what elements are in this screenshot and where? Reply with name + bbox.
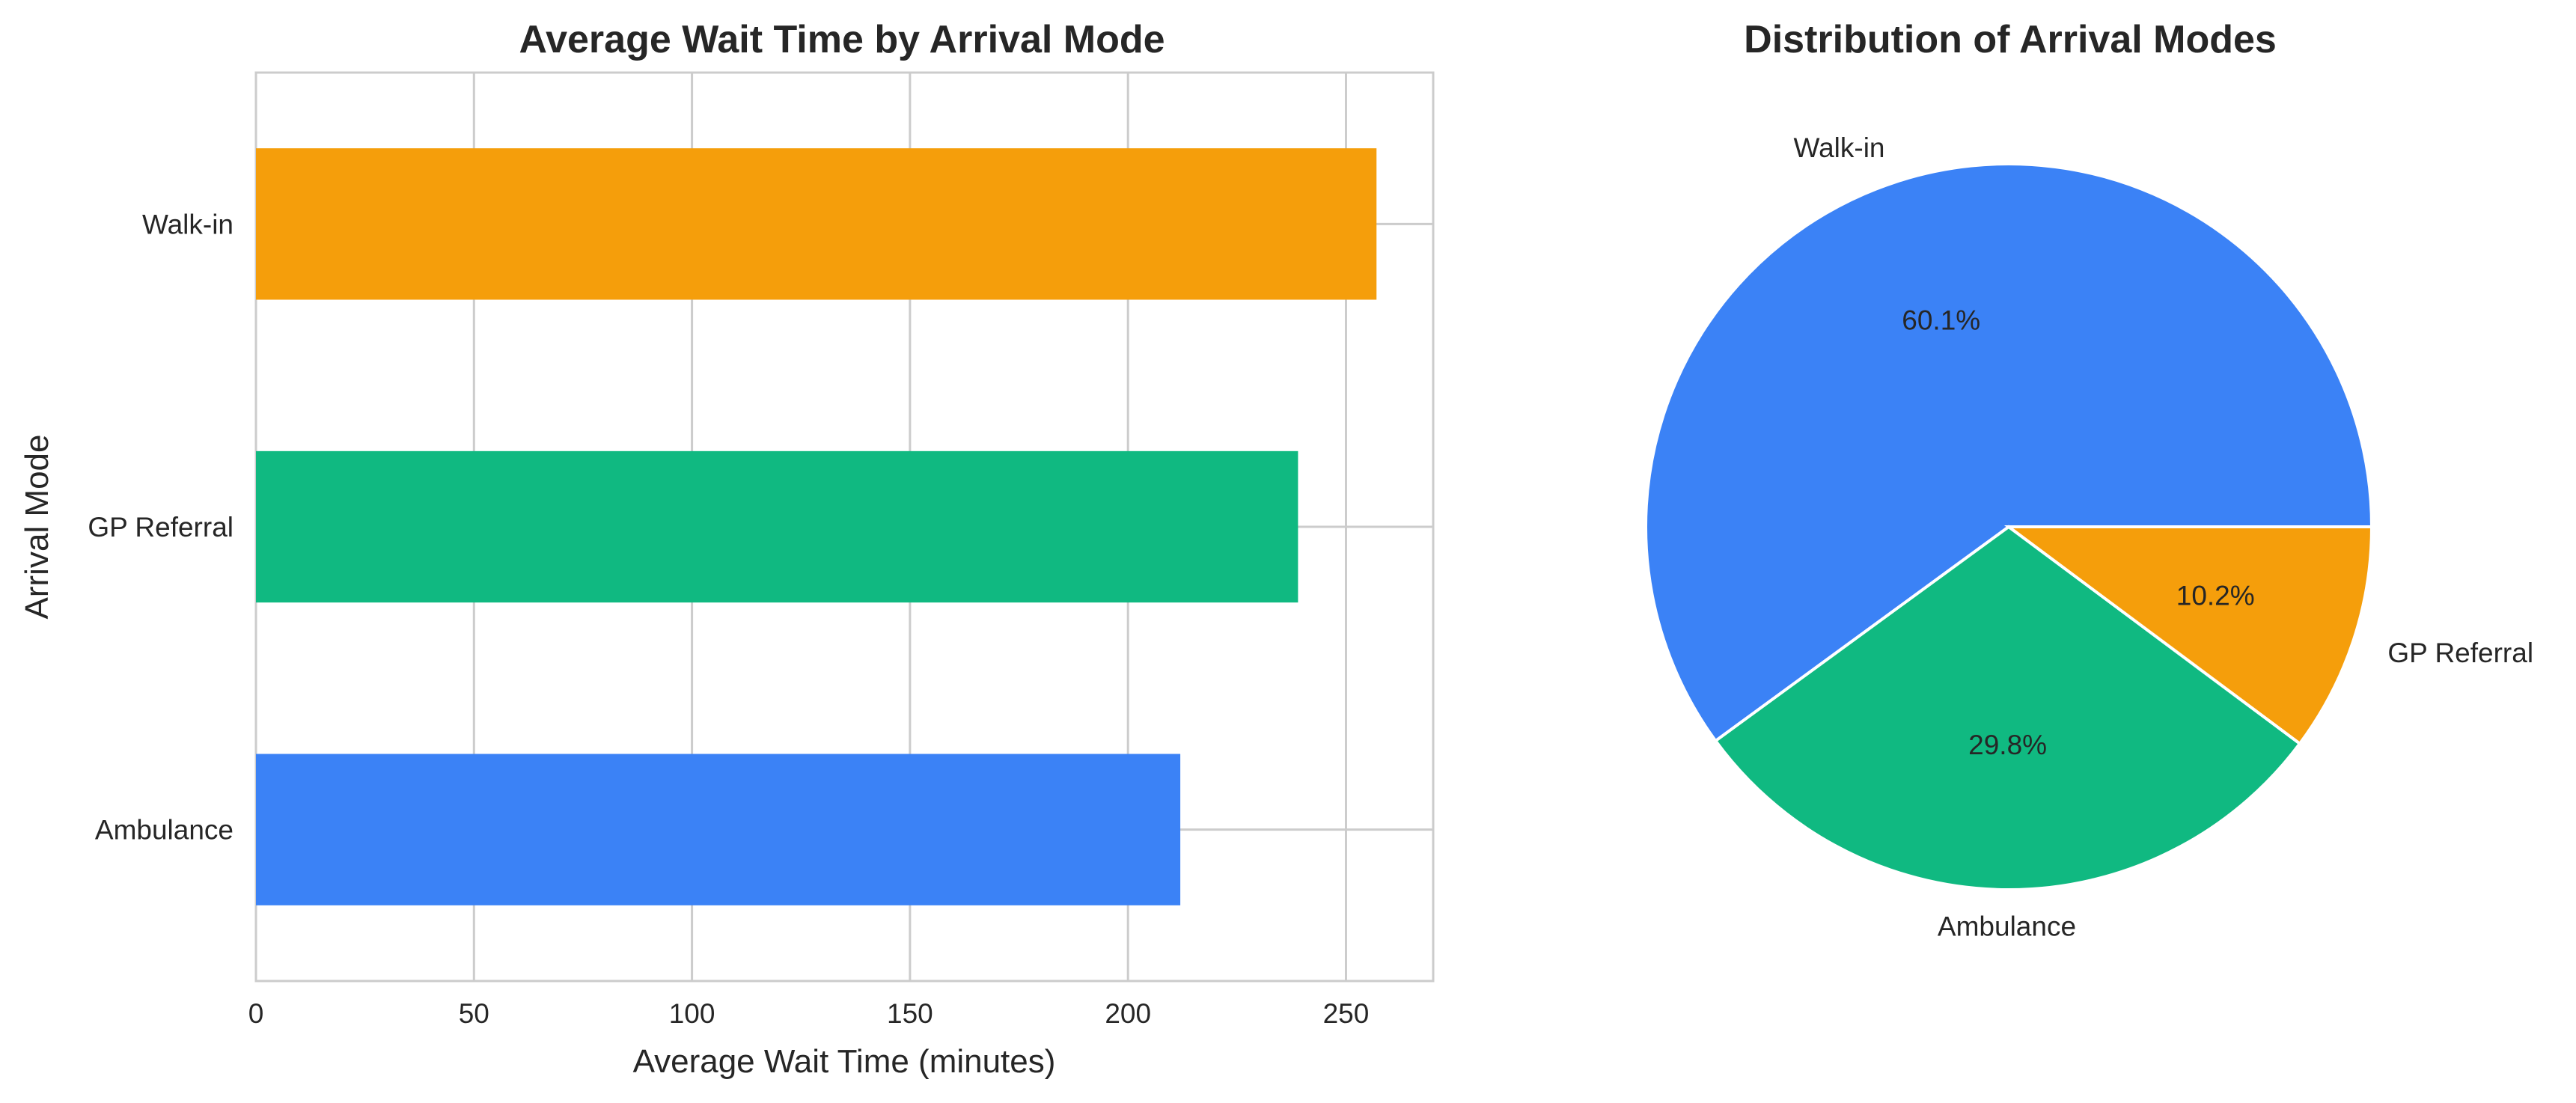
bar-x-axis-label: Average Wait Time (minutes) bbox=[633, 1043, 1056, 1080]
x-tick-label: 50 bbox=[459, 998, 489, 1029]
bar-chart: Average Wait Time by Arrival Mode 0 50 100… bbox=[19, 18, 1435, 1080]
bar-y-axis-label: Arrival Mode bbox=[19, 435, 55, 620]
pie-slice-gp-referral bbox=[2003, 525, 2374, 746]
pie-slices bbox=[1644, 162, 2374, 891]
y-tick-label-walk-in: Walk-in bbox=[142, 209, 234, 239]
pie-label-walk-in: Walk-in bbox=[1794, 132, 1885, 163]
pie-labels: Walk-in 60.1% Ambulance 29.8% GP Referral 10.… bbox=[1794, 132, 2534, 942]
bar-bars bbox=[256, 148, 1377, 905]
pie-percent-walk-in: 60.1% bbox=[1902, 305, 1980, 335]
pie-percent-ambulance: 29.8% bbox=[1968, 730, 2047, 760]
bar-ambulance bbox=[256, 754, 1181, 905]
x-tick-label: 200 bbox=[1105, 998, 1151, 1029]
pie-chart-title: Distribution of Arrival Modes bbox=[1744, 18, 2277, 61]
x-tick-label: 150 bbox=[887, 998, 933, 1029]
pie-label-ambulance: Ambulance bbox=[1938, 911, 2076, 941]
pie-slice-ambulance bbox=[1713, 525, 2302, 891]
bar-gp-referral bbox=[256, 450, 1298, 603]
pie-slice-walk-in bbox=[1644, 162, 2374, 743]
x-tick-label: 0 bbox=[248, 998, 264, 1029]
pie-label-gp-referral: GP Referral bbox=[2387, 638, 2533, 668]
y-tick-label-gp-referral: GP Referral bbox=[88, 512, 234, 543]
bar-walk-in bbox=[256, 148, 1377, 300]
pie-percent-gp-referral: 10.2% bbox=[2176, 581, 2255, 611]
bar-chart-title: Average Wait Time by Arrival Mode bbox=[519, 18, 1165, 61]
pie-chart: Distribution of Arrival Modes Walk-in 60.… bbox=[1644, 18, 2534, 942]
bar-y-tick-labels: Ambulance GP Referral Walk-in bbox=[88, 209, 234, 845]
x-tick-label: 250 bbox=[1323, 998, 1370, 1029]
bar-x-tick-labels: 0 50 100 150 200 250 bbox=[248, 998, 1370, 1029]
y-tick-label-ambulance: Ambulance bbox=[95, 815, 234, 846]
x-tick-label: 100 bbox=[669, 998, 715, 1029]
